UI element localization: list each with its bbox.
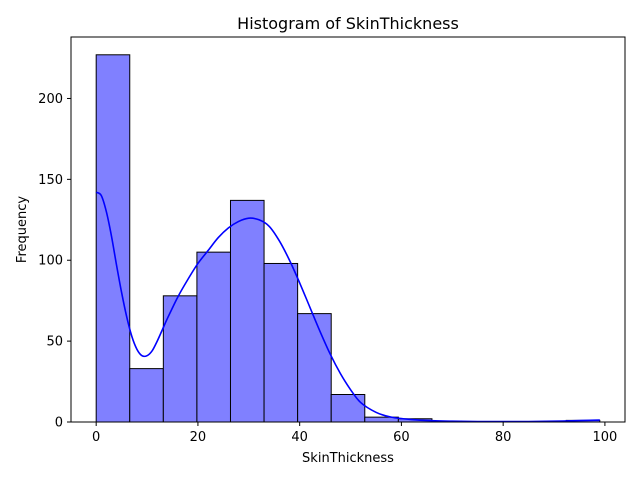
kde-curve-group [95,191,600,423]
x-tick-label: 100 [592,430,617,445]
histogram-bar [196,251,231,423]
x-tick-label: 40 [291,430,308,445]
plot-area-frame [70,36,626,423]
histogram-bar [129,368,164,423]
x-tick-label: 20 [190,430,207,445]
x-tick-label: 0 [92,430,100,445]
histogram-bar [229,199,265,423]
x-axis-label: SkinThickness [302,451,394,466]
chart-title: Histogram of SkinThickness [237,14,459,33]
y-axis-label: Frequency [15,196,30,263]
y-axis-ticks: 0 50 100 150 200 [38,92,71,431]
y-tick-label: 200 [38,92,63,107]
y-tick-label: 150 [38,173,63,188]
y-tick-label: 0 [55,416,63,431]
histogram-bars [95,54,601,423]
y-tick-label: 100 [38,254,63,269]
histogram-bar [263,262,299,423]
histogram-bar [95,54,131,423]
x-axis-ticks: 0 20 40 60 80 100 [92,422,617,445]
kde-line [95,191,600,423]
histogram-bar [330,394,366,423]
y-tick-label: 50 [46,335,63,350]
x-tick-label: 80 [495,430,512,445]
histogram-bar [297,313,332,423]
x-tick-label: 60 [393,430,410,445]
